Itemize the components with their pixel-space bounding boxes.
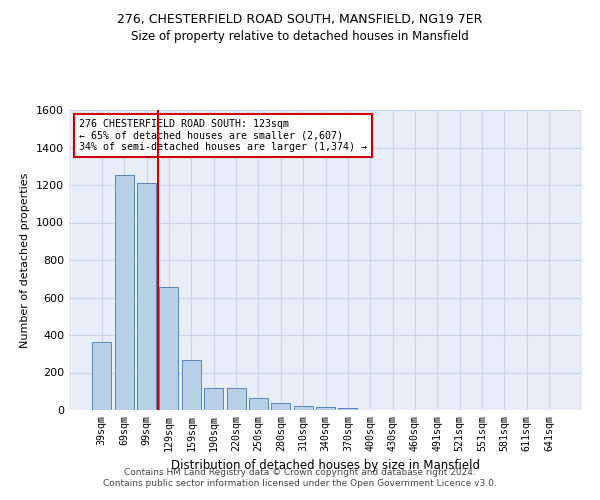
- Bar: [137, 183, 156, 410]
- Bar: [316, 406, 335, 410]
- Bar: [271, 403, 290, 410]
- Text: 276 CHESTERFIELD ROAD SOUTH: 123sqm
← 65% of detached houses are smaller (2,607): 276 CHESTERFIELD ROAD SOUTH: 123sqm ← 65…: [79, 119, 367, 152]
- Bar: [227, 388, 245, 410]
- Text: Size of property relative to detached houses in Mansfield: Size of property relative to detached ho…: [131, 30, 469, 43]
- Text: Contains HM Land Registry data © Crown copyright and database right 2024.
Contai: Contains HM Land Registry data © Crown c…: [103, 468, 497, 487]
- Bar: [293, 406, 313, 410]
- X-axis label: Distribution of detached houses by size in Mansfield: Distribution of detached houses by size …: [171, 459, 480, 472]
- Y-axis label: Number of detached properties: Number of detached properties: [20, 172, 31, 348]
- Bar: [338, 408, 358, 410]
- Bar: [92, 342, 112, 410]
- Text: 276, CHESTERFIELD ROAD SOUTH, MANSFIELD, NG19 7ER: 276, CHESTERFIELD ROAD SOUTH, MANSFIELD,…: [118, 12, 482, 26]
- Bar: [204, 388, 223, 410]
- Bar: [115, 174, 134, 410]
- Bar: [160, 287, 178, 410]
- Bar: [249, 398, 268, 410]
- Bar: [182, 360, 201, 410]
